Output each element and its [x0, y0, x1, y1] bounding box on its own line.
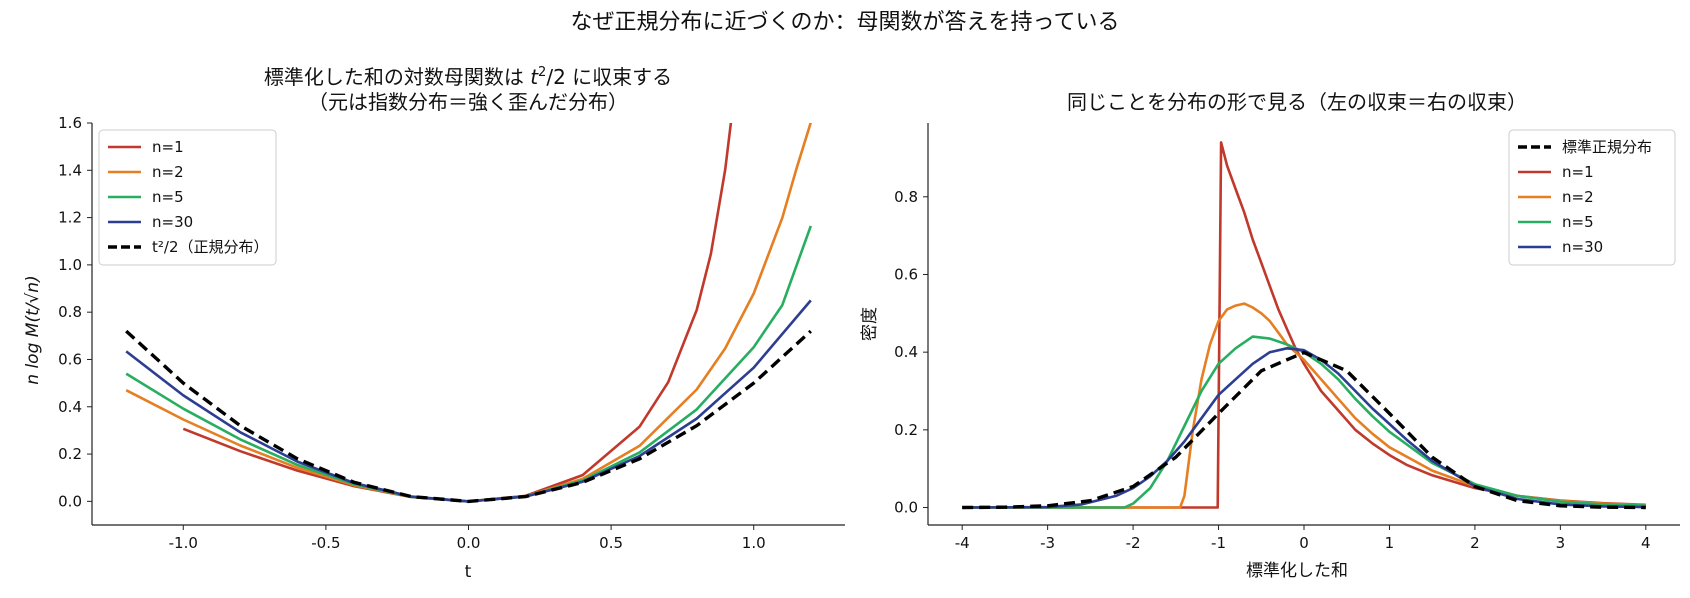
left-x-tick-label: -0.5 — [311, 534, 340, 552]
right-chart: 同じことを分布の形で見る（左の収束＝右の収束） 標準化した和 密度 -4 -3 -2… — [860, 90, 1680, 581]
left-x-tick-label: -1.0 — [169, 534, 198, 552]
right-x-tick-label: 2 — [1470, 534, 1480, 552]
left-y-tick-label: 0.6 — [58, 350, 82, 368]
left-chart-title-line2: （元は指数分布＝強く歪んだ分布） — [308, 90, 628, 114]
left-legend-label: n=1 — [152, 138, 184, 156]
right-chart-title: 同じことを分布の形で見る（左の収束＝右の収束） — [1067, 90, 1527, 114]
left-y-tick-label: 0.4 — [58, 398, 82, 416]
right-series-n2 — [962, 302, 1646, 509]
left-x-axis-label: t — [465, 562, 472, 582]
left-series-n1 — [182, 123, 733, 503]
left-y-axis-label: n log M(t/√n) — [23, 275, 43, 384]
left-legend-label: n=2 — [152, 163, 184, 181]
right-y-tick-label: 0.0 — [894, 499, 918, 517]
right-x-axis-label: 標準化した和 — [1246, 561, 1348, 581]
right-y-tick-label: 0.4 — [894, 343, 918, 361]
left-title-part-b: /2 に収束する — [546, 65, 672, 89]
left-x-tick-label: 0.5 — [599, 534, 623, 552]
right-x-tick-label: -1 — [1211, 534, 1226, 552]
right-x-tick-label: 1 — [1385, 534, 1395, 552]
left-y-tick-label: 0.2 — [58, 445, 82, 463]
left-y-tick-label: 1.2 — [58, 209, 82, 227]
left-legend: n=1 n=2 n=5 n=30 t²/2（正規分布） — [98, 129, 277, 266]
left-x-tick-label: 0.0 — [457, 534, 481, 552]
right-x-tick-label: 3 — [1556, 534, 1566, 552]
right-y-tick-label: 0.8 — [894, 188, 918, 206]
figure-title: なぜ正規分布に近づくのか：母関数が答えを持っている — [571, 10, 1120, 35]
left-legend-label: n=30 — [152, 213, 193, 231]
left-y-tick-label: 1.0 — [58, 256, 82, 274]
left-series-normal — [125, 329, 812, 504]
right-legend-box — [1508, 129, 1676, 266]
right-series-normal — [962, 350, 1646, 510]
right-legend-label: n=2 — [1562, 188, 1594, 206]
left-chart: 標準化した和の対数母関数は t2/2 に収束する （元は指数分布＝強く歪んだ分布… — [23, 65, 845, 582]
left-legend-label: t²/2（正規分布） — [152, 238, 269, 256]
left-x-tick-label: 1.0 — [742, 534, 766, 552]
left-title-t: t — [530, 65, 539, 89]
left-y-tick-label: 1.6 — [58, 114, 82, 132]
right-x-tick-label: -4 — [955, 534, 970, 552]
left-chart-title-line1: 標準化した和の対数母関数は t2/2 に収束する — [264, 65, 672, 89]
left-legend-label: n=5 — [152, 188, 184, 206]
right-y-tick-label: 0.6 — [894, 265, 918, 283]
left-y-tick-label: 1.4 — [58, 161, 82, 179]
right-legend-label: n=1 — [1562, 163, 1594, 181]
right-legend-label: 標準正規分布 — [1562, 138, 1652, 156]
right-x-tick-label: 0 — [1299, 534, 1309, 552]
right-legend-label: n=30 — [1562, 238, 1603, 256]
right-legend: 標準正規分布 n=1 n=2 n=5 n=30 — [1508, 129, 1676, 266]
left-series-n30 — [125, 299, 812, 503]
left-y-tick-label: 0.0 — [58, 492, 82, 510]
right-y-tick-label: 0.2 — [894, 421, 918, 439]
right-y-axis-label: 密度 — [860, 307, 880, 341]
left-title-part-a: 標準化した和の対数母関数は — [264, 65, 530, 89]
right-x-tick-label: -2 — [1126, 534, 1141, 552]
right-series-n30 — [962, 347, 1646, 509]
left-legend-box — [98, 129, 277, 266]
right-legend-label: n=5 — [1562, 213, 1594, 231]
right-x-tick-label: 4 — [1641, 534, 1651, 552]
left-title-sup: 2 — [538, 65, 546, 80]
left-y-tick-label: 0.8 — [58, 303, 82, 321]
right-x-tick-label: -3 — [1040, 534, 1055, 552]
